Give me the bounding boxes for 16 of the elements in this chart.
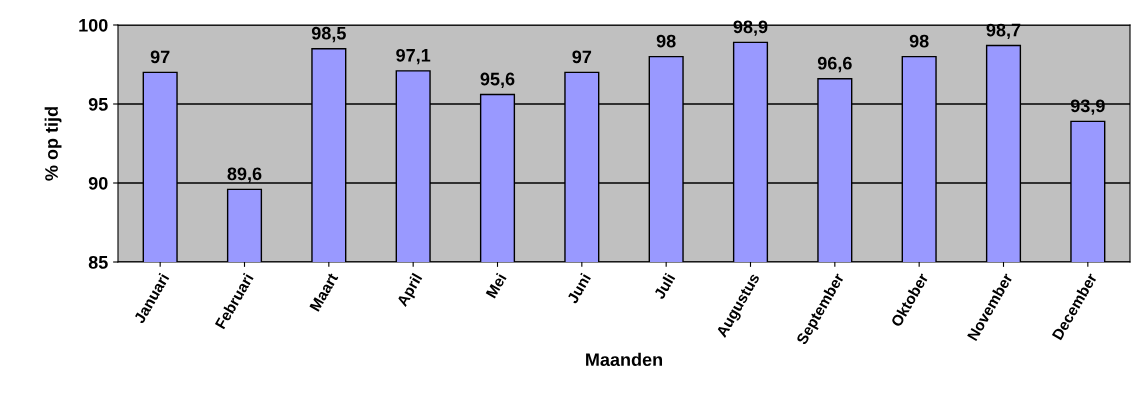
y-tick-label: 85 (88, 255, 108, 269)
data-label: 96,6 (817, 56, 852, 73)
data-label: 97,1 (396, 48, 431, 65)
y-tick-label: 95 (88, 97, 108, 111)
y-tick-label: 100 (79, 18, 108, 32)
data-label: 89,6 (227, 167, 262, 183)
data-label: 95,6 (480, 72, 515, 89)
x-axis-title: Maanden (586, 352, 663, 367)
data-label: 97 (572, 50, 592, 64)
data-label: 98 (656, 34, 676, 48)
data-label: 98,7 (986, 23, 1021, 40)
data-label: 98 (909, 34, 929, 48)
data-label: 97 (150, 50, 170, 64)
y-axis-title: % op tijd (44, 107, 62, 181)
data-label: 98,5 (311, 26, 346, 43)
y-tick-label: 90 (88, 176, 108, 190)
